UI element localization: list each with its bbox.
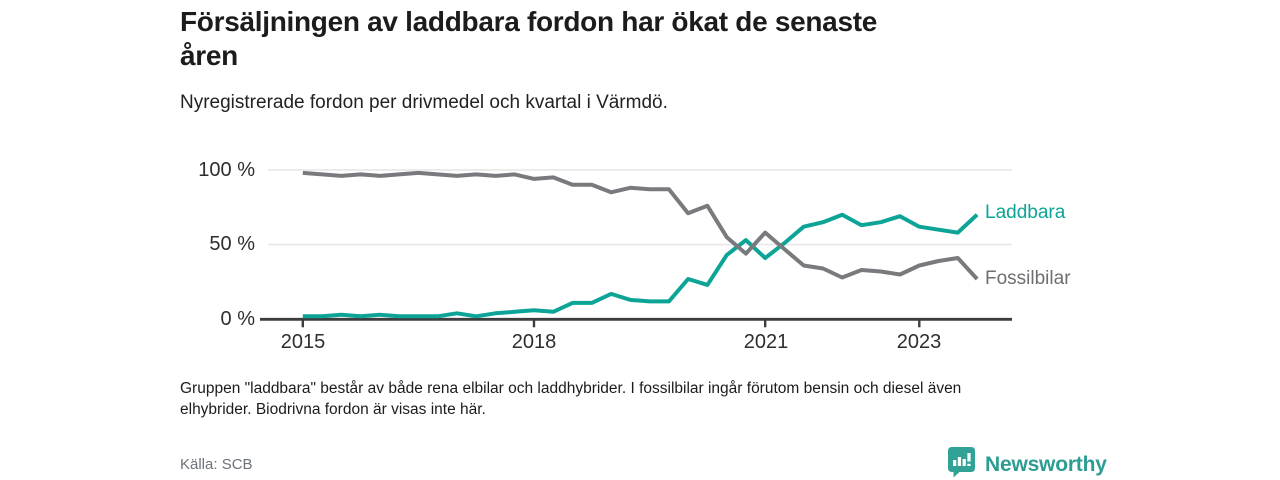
x-axis-tick-label-2021: 2021	[743, 331, 789, 353]
source-credit: Källa: SCB	[180, 456, 253, 473]
y-axis-tick-label-50: 50 %	[209, 233, 255, 255]
newsworthy-speech-bubble-chart-icon	[946, 445, 977, 480]
y-axis-tick-label-0: 0 %	[220, 308, 255, 330]
x-axis-tick-label-2015: 2015	[280, 331, 326, 353]
x-axis-tick-label-2018: 2018	[511, 331, 557, 353]
page-title: Försäljningen av laddbara fordon har öka…	[180, 5, 877, 73]
title-line-2: åren	[180, 40, 238, 71]
newsworthy-wordmark: Newsworthy	[985, 452, 1107, 476]
y-axis-tick-label-100: 100 %	[198, 159, 255, 181]
footnote-line-2: elhybrider. Biodrivna fordon är visas in…	[180, 401, 486, 418]
chart-subtitle: Nyregistrerade fordon per drivmedel och …	[180, 92, 668, 113]
legend-label-fossilbilar: Fossilbilar	[985, 268, 1071, 289]
newsworthy-brand: Newsworthy	[946, 445, 1107, 480]
line-chart-plot-area	[260, 169, 1012, 328]
legend-label-laddbara: Laddbara	[985, 202, 1066, 223]
laddbara-line	[302, 212, 979, 319]
title-line-1: Försäljningen av laddbara fordon har öka…	[180, 6, 878, 37]
chart-footnote: Gruppen "laddbara" består av både rena e…	[180, 378, 961, 420]
fossilbilar-line	[302, 170, 979, 281]
footnote-line-1: Gruppen "laddbara" består av både rena e…	[180, 380, 962, 397]
x-axis-tick-label-2023: 2023	[896, 331, 942, 353]
